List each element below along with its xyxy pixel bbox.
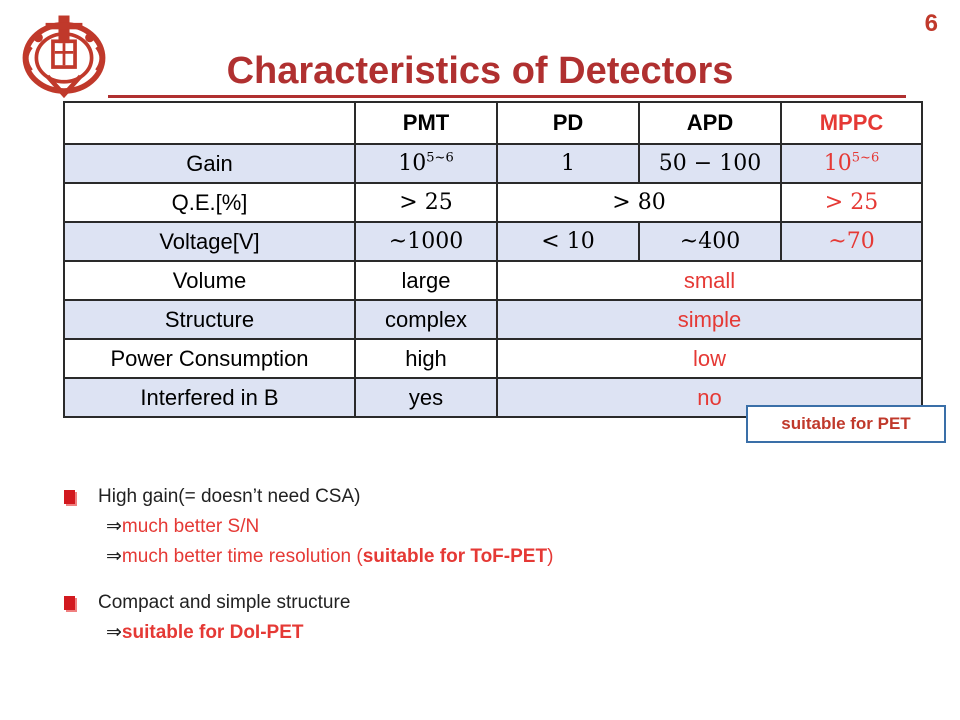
header-pmt: PMT [354,101,498,145]
gain-mppc: 105~6 [780,143,923,184]
row-label: Gain [63,143,356,184]
bullet-text: Compact and simple structure [98,592,351,613]
detector-comparison-table: PMT PD APD MPPC Gain 105~6 1 50 − 100 10… [63,101,923,418]
gain-apd: 50 − 100 [638,143,782,184]
sub-bullet-close: ) [547,546,554,567]
implies-arrow-icon: ⇒ [106,546,122,567]
row-label: Structure [63,299,356,340]
header-apd: APD [638,101,782,145]
sub-bullet-bold: suitable for DoI-PET [121,622,304,643]
table-row-power: Power Consumption high low [63,338,923,379]
header-pd: PD [496,101,640,145]
bullet-text: High gain(= doesn’t need CSA) [98,486,361,507]
qe-mppc: > 25 [780,182,923,223]
table-row-qe: Q.E.[%] > 25 > 80 > 25 [63,182,923,223]
row-label: Power Consumption [63,338,356,379]
slide-title: Characteristics of Detectors [226,50,734,92]
sub-bullet-sn: ⇒much better S/N [64,513,944,543]
row-label: Volume [63,260,356,301]
voltage-mppc: ~70 [780,221,923,262]
volume-others: small [496,260,923,301]
sub-bullet-text: much better time resolution ( [121,546,363,567]
structure-pmt: complex [354,299,498,340]
header-mppc: MPPC [780,101,923,145]
bullet-compact: Compact and simple structure [64,589,944,619]
sub-bullet-doi: ⇒suitable for DoI-PET [64,619,944,649]
implies-arrow-icon: ⇒ [106,516,122,537]
bullet-marker-icon [64,596,75,610]
gain-pd: 1 [496,143,640,184]
volume-pmt: large [354,260,498,301]
bullet-marker-icon [64,490,75,504]
voltage-apd: ~400 [638,221,782,262]
power-pmt: high [354,338,498,379]
row-label: Q.E.[%] [63,182,356,223]
structure-others: simple [496,299,923,340]
suitable-for-pet-callout: suitable for PET [746,405,946,443]
table-row-voltage: Voltage[V] ~1000 < 10 ~400 ~70 [63,221,923,262]
qe-pmt: > 25 [354,182,498,223]
sub-bullet-bold: suitable for ToF-PET [362,546,548,567]
table-header-row: PMT PD APD MPPC [63,101,923,145]
voltage-pmt: ~1000 [354,221,498,262]
title-underline [108,95,906,98]
sub-bullet-text: much better S/N [121,516,260,537]
header-corner [63,101,356,145]
interfered-pmt: yes [354,377,498,418]
voltage-pd: < 10 [496,221,640,262]
bullet-high-gain: High gain(= doesn’t need CSA) [64,483,944,513]
table-row-structure: Structure complex simple [63,299,923,340]
sub-bullet-time-resolution: ⇒much better time resolution (suitable f… [64,543,944,573]
implies-arrow-icon: ⇒ [106,622,122,643]
gain-pmt: 105~6 [354,143,498,184]
row-label: Voltage[V] [63,221,356,262]
qe-pd-apd: > 80 [496,182,782,223]
row-label: Interfered in B [63,377,356,418]
slide-number: 6 [924,10,938,37]
table-row-volume: Volume large small [63,260,923,301]
power-others: low [496,338,923,379]
bullet-list: High gain(= doesn’t need CSA) ⇒much bett… [64,483,944,649]
table-row-gain: Gain 105~6 1 50 − 100 105~6 [63,143,923,184]
university-crest-logo [22,15,106,99]
